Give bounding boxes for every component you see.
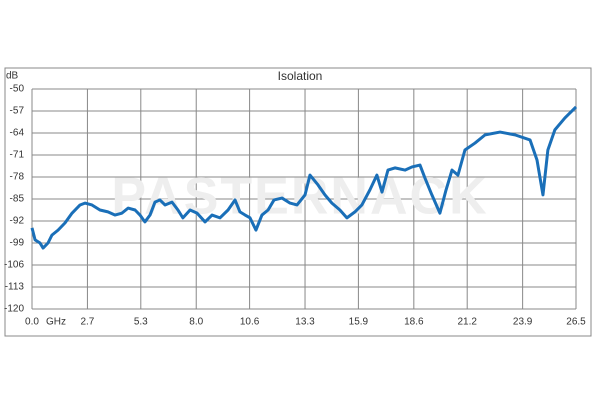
y-tick-label: -85 [10, 194, 25, 205]
x-axis-label: GHz [46, 317, 66, 328]
chart-title: Isolation [278, 69, 323, 83]
y-tick-label: -106 [4, 260, 24, 271]
x-tick-label: 5.3 [134, 317, 148, 328]
x-tick-label: 21.2 [457, 317, 477, 328]
y-axis-label: dB [6, 71, 19, 82]
x-tick-label: 8.0 [189, 317, 203, 328]
y-tick-label: -78 [10, 172, 25, 183]
y-tick-label: -50 [10, 84, 25, 95]
x-tick-label: 15.9 [349, 317, 369, 328]
x-tick-label: 0.0 [25, 317, 39, 328]
y-tick-label: -99 [10, 238, 25, 249]
x-tick-label: 10.6 [240, 317, 260, 328]
y-tick-label: -57 [10, 106, 25, 117]
x-tick-label: 23.9 [513, 317, 533, 328]
x-tick-label: 18.6 [404, 317, 424, 328]
data-line [30, 105, 578, 250]
y-tick-label: -64 [10, 128, 25, 139]
y-tick-label: -120 [4, 304, 24, 315]
y-tick-label: -113 [5, 282, 25, 293]
x-tick-label: 2.7 [80, 317, 94, 328]
y-tick-label: -92 [10, 216, 25, 227]
y-tick-label: -71 [10, 150, 25, 161]
x-tick-label: 26.5 [566, 317, 586, 328]
x-tick-label: 13.3 [295, 317, 315, 328]
